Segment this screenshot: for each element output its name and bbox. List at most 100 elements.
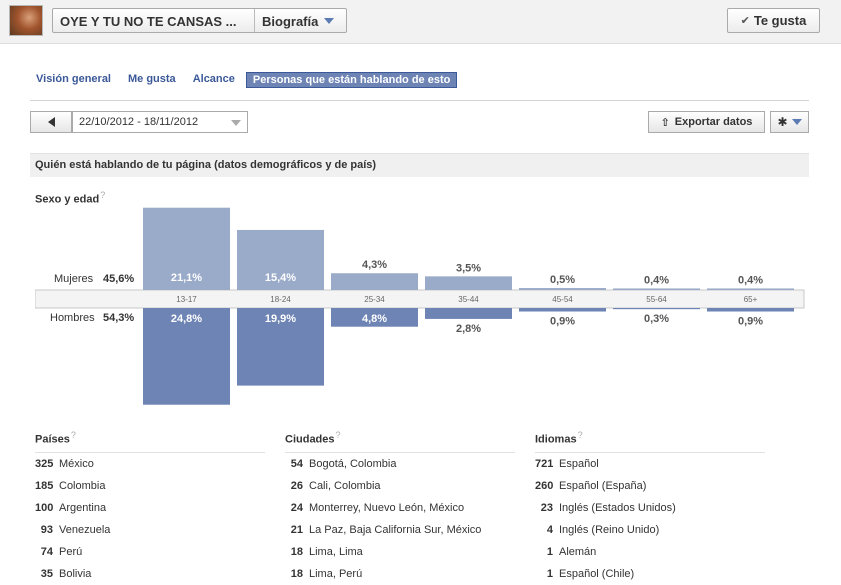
item-count: 1 — [546, 567, 553, 580]
top-bar: OYE Y TU NO TE CANSAS ... Biografía ✔ Te… — [0, 0, 841, 44]
list-item[interactable]: 23 Inglés (Estados Unidos) — [535, 497, 765, 519]
item-count: 35 — [40, 567, 53, 580]
bar-men-25-34[interactable] — [331, 308, 418, 327]
bar-women-35-44[interactable] — [425, 276, 512, 290]
item-name: Cali, Colombia — [309, 479, 381, 492]
item-count: 4 — [546, 523, 553, 536]
men-value-label: 0,9% — [550, 316, 575, 328]
bar-women-13-17[interactable] — [143, 207, 230, 290]
list-item[interactable]: 325 México — [35, 453, 265, 475]
category-label: 35-44 — [458, 295, 479, 304]
item-name: Inglés (Reino Unido) — [559, 523, 660, 536]
list-item[interactable]: 100 Argentina — [35, 497, 265, 519]
item-name: México — [59, 457, 94, 470]
page-name[interactable]: OYE Y TU NO TE CANSAS ... — [53, 9, 255, 32]
list-item[interactable]: 1 Español (Chile) — [535, 563, 765, 585]
tab-reach[interactable]: Alcance — [192, 73, 235, 85]
item-count: 24 — [290, 501, 303, 514]
like-button[interactable]: ✔ Te gusta — [727, 8, 820, 33]
bar-women-55-64[interactable] — [613, 288, 700, 290]
category-label: 25-34 — [364, 295, 385, 304]
list-item[interactable]: 35 Bolivia — [35, 563, 265, 585]
bar-men-13-17[interactable] — [143, 308, 230, 405]
arrow-left-icon — [47, 117, 55, 127]
list-item[interactable]: 21 La Paz, Baja California Sur, México — [285, 519, 515, 541]
previous-period-button[interactable] — [30, 111, 72, 133]
item-count: 721 — [535, 457, 554, 470]
item-count: 18 — [290, 567, 303, 580]
help-icon[interactable]: ? — [335, 430, 341, 440]
help-icon[interactable]: ? — [577, 430, 583, 440]
list-item[interactable]: 93 Venezuela — [35, 519, 265, 541]
list-item[interactable]: 26 Cali, Colombia — [285, 475, 515, 497]
list-item[interactable]: 721 Español — [535, 453, 765, 475]
category-label: 13-17 — [176, 295, 197, 304]
women-value-label: 4,3% — [362, 259, 387, 271]
section-title: Quién está hablando de tu página (datos … — [30, 153, 809, 177]
men-value-label: 2,8% — [456, 323, 481, 335]
men-value-label: 0,3% — [644, 313, 669, 325]
item-count: 260 — [535, 479, 554, 492]
item-name: Monterrey, Nuevo León, México — [309, 501, 465, 514]
bar-men-18-24[interactable] — [237, 308, 324, 386]
item-name: Perú — [59, 545, 83, 558]
women-value-label: 0,4% — [644, 274, 669, 286]
item-count: 26 — [290, 479, 303, 492]
tab-likes[interactable]: Me gusta — [128, 73, 176, 85]
list-item[interactable]: 54 Bogotá, Colombia — [285, 453, 515, 475]
tab-overview[interactable]: Visión general — [36, 73, 111, 85]
item-count: 74 — [40, 545, 53, 558]
view-dropdown[interactable]: Biografía — [255, 9, 346, 32]
list-item[interactable]: 24 Monterrey, Nuevo León, México — [285, 497, 515, 519]
bar-women-25-34[interactable] — [331, 273, 418, 290]
women-value-label: 21,1% — [171, 272, 202, 284]
list-item[interactable]: 185 Colombia — [35, 475, 265, 497]
men-value-label: 4,8% — [362, 313, 387, 325]
countries-title-label: Países — [35, 433, 70, 446]
item-count: 1 — [546, 545, 553, 558]
item-name: La Paz, Baja California Sur, México — [309, 523, 482, 536]
item-name: Bogotá, Colombia — [309, 457, 397, 470]
page-selector[interactable]: OYE Y TU NO TE CANSAS ... Biografía — [52, 8, 347, 33]
category-label: 55-64 — [646, 295, 667, 304]
bar-women-45-54[interactable] — [519, 288, 606, 290]
men-value-label: 24,8% — [171, 313, 202, 325]
bar-men-45-54[interactable] — [519, 308, 606, 312]
help-icon[interactable]: ? — [100, 190, 106, 200]
list-item[interactable]: 1 Alemán — [535, 541, 765, 563]
women-value-label: 0,4% — [738, 274, 763, 286]
list-item[interactable]: 74 Perú — [35, 541, 265, 563]
women-value-label: 0,5% — [550, 274, 575, 286]
like-button-label: Te gusta — [753, 13, 807, 28]
check-icon: ✔ — [740, 15, 750, 27]
date-range-select[interactable]: 22/10/2012 - 18/11/2012 — [72, 111, 248, 133]
bar-men-35-44[interactable] — [425, 308, 512, 319]
bar-men-65+[interactable] — [707, 308, 794, 312]
men-label: Hombres — [50, 312, 95, 324]
bar-women-65+[interactable] — [707, 288, 794, 290]
item-count: 325 — [35, 457, 54, 470]
item-name: Lima, Perú — [309, 567, 363, 580]
export-data-label: Exportar datos — [674, 116, 753, 128]
settings-button[interactable]: ✱ — [770, 111, 809, 133]
export-data-button[interactable]: ⇧ Exportar datos — [648, 111, 765, 133]
item-name: Venezuela — [59, 523, 111, 536]
tab-talking-about[interactable]: Personas que están hablando de esto — [245, 72, 458, 88]
item-name: Español — [559, 457, 599, 470]
page-avatar[interactable] — [9, 5, 43, 36]
bar-men-55-64[interactable] — [613, 308, 700, 310]
insights-tabs: Visión general Me gusta Alcance Personas… — [30, 72, 462, 88]
list-item[interactable]: 18 Lima, Perú — [285, 563, 515, 585]
men-value-label: 19,9% — [265, 313, 296, 325]
item-count: 100 — [35, 501, 54, 514]
help-icon[interactable]: ? — [70, 430, 76, 440]
women-value-label: 15,4% — [265, 272, 296, 284]
list-item[interactable]: 260 Español (España) — [535, 475, 765, 497]
bar-women-18-24[interactable] — [237, 229, 324, 290]
item-name: Alemán — [559, 545, 597, 558]
list-item[interactable]: 4 Inglés (Reino Unido) — [535, 519, 765, 541]
category-band — [35, 289, 805, 309]
list-item[interactable]: 18 Lima, Lima — [285, 541, 515, 563]
item-count: 185 — [35, 479, 54, 492]
item-count: 23 — [540, 501, 553, 514]
